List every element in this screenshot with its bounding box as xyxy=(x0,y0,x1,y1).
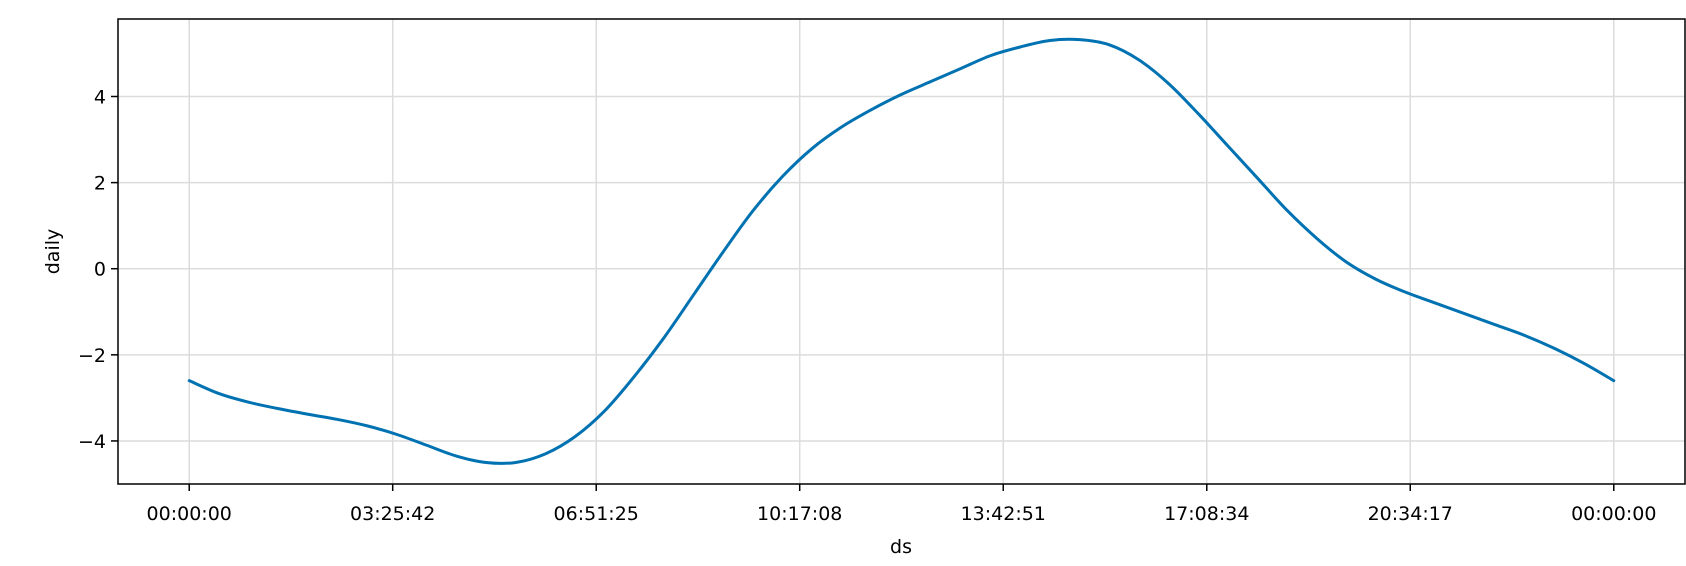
x-axis-label: ds xyxy=(890,536,912,558)
y-tick-label: −4 xyxy=(78,431,106,453)
x-tick-label: 00:00:00 xyxy=(147,503,232,525)
x-tick-label: 20:34:17 xyxy=(1368,503,1453,525)
y-tick-label: 0 xyxy=(94,259,106,281)
x-tick-label: 13:42:51 xyxy=(961,503,1046,525)
x-tick-label: 03:25:42 xyxy=(350,503,435,525)
series-line-daily xyxy=(187,37,1616,465)
x-tick-label: 17:08:34 xyxy=(1164,503,1249,525)
x-tick-label: 06:51:25 xyxy=(554,503,639,525)
x-tick-label: 10:17:08 xyxy=(757,503,842,525)
x-axis: 00:00:00 03:25:42 06:51:25 10:17:08 13:42:51… xyxy=(147,484,1656,525)
y-tick-label: −2 xyxy=(78,345,106,367)
y-tick-label: 2 xyxy=(94,173,106,195)
series-layer xyxy=(187,37,1616,465)
y-tick-label: 4 xyxy=(94,87,106,109)
plot-frame xyxy=(117,18,1686,485)
y-axis-label: daily xyxy=(42,229,64,275)
grid xyxy=(118,19,1685,484)
y-axis: −4 −2 0 2 4 xyxy=(78,87,118,453)
x-tick-label: 00:00:00 xyxy=(1571,503,1656,525)
